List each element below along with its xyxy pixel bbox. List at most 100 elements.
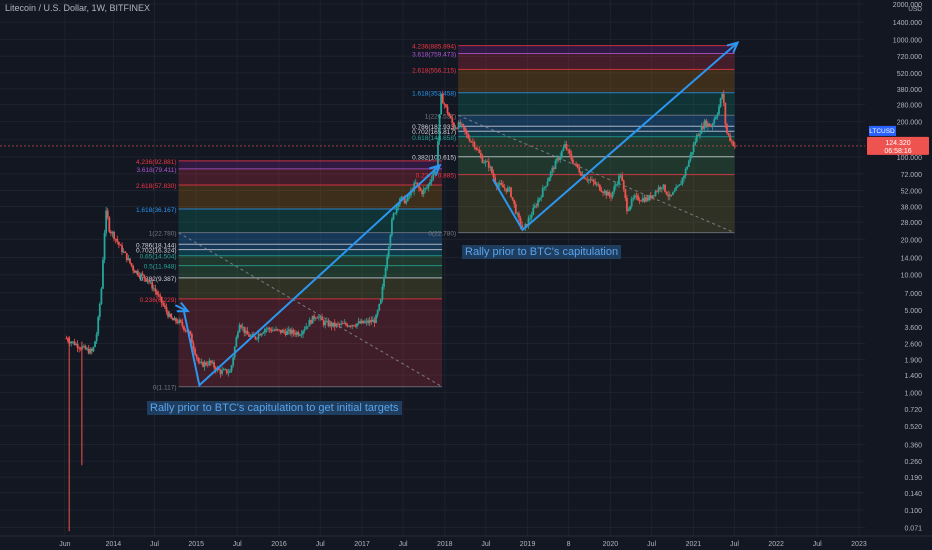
candle-body xyxy=(494,177,497,184)
price-axis-tick: 52.000 xyxy=(901,188,923,195)
fib2-band xyxy=(458,131,735,137)
candle-body xyxy=(248,334,250,337)
candle-body xyxy=(579,172,582,176)
fib1-level-label: 1(22.780) xyxy=(149,231,177,238)
candle-body xyxy=(195,354,198,358)
candle-body xyxy=(595,183,598,185)
candle-body xyxy=(356,323,358,327)
candle-body xyxy=(165,306,168,312)
candle-body xyxy=(445,104,447,107)
candle-body xyxy=(97,316,100,335)
time-axis-tick: Jul xyxy=(233,541,242,548)
candle-body xyxy=(284,331,287,335)
candle-body xyxy=(440,93,443,115)
fib2-band xyxy=(458,45,735,54)
candle-body xyxy=(475,147,477,150)
candle-body xyxy=(373,319,376,324)
candle-body xyxy=(303,329,306,331)
candle-body xyxy=(203,362,206,367)
candle-body xyxy=(618,175,620,185)
candle-body xyxy=(297,332,300,336)
price-axis-tick: 1.000 xyxy=(904,390,922,397)
candle-body xyxy=(157,294,160,296)
candle-body xyxy=(324,321,327,326)
candle-body xyxy=(710,126,712,127)
candle-body xyxy=(554,160,557,170)
candle-body xyxy=(711,123,714,127)
candle-body xyxy=(225,369,228,374)
fib2-level-label: 1.618(352.458) xyxy=(412,91,456,98)
candle-body xyxy=(606,192,609,196)
candle-body xyxy=(513,199,516,205)
candle-body xyxy=(408,195,411,196)
candle-body xyxy=(518,213,520,218)
candle-body xyxy=(452,122,455,129)
candle-body xyxy=(125,253,128,261)
fib1-level-label: 0.702(16.324) xyxy=(136,248,176,255)
candle-body xyxy=(616,184,619,185)
candle-body xyxy=(276,329,279,330)
candle-body xyxy=(626,198,628,212)
candle-body xyxy=(545,185,547,188)
candle-body xyxy=(521,225,524,228)
candle-body xyxy=(184,329,187,331)
candle-body xyxy=(287,329,290,331)
candle-body xyxy=(656,191,658,193)
candle-body xyxy=(622,180,625,190)
candle-body xyxy=(467,134,470,139)
candle-body xyxy=(329,322,331,327)
candle-body xyxy=(291,329,293,334)
candle-body xyxy=(84,345,87,350)
candle-body xyxy=(726,124,728,134)
price-axis-tick: 0.260 xyxy=(904,459,922,466)
rally-arrow-1a-head xyxy=(176,301,190,313)
candle-body xyxy=(244,330,247,333)
candle-body xyxy=(675,187,678,191)
candle-body xyxy=(152,288,155,290)
candle-body xyxy=(673,190,676,193)
candle-body xyxy=(659,187,662,189)
price-axis[interactable] xyxy=(865,0,932,550)
chart-title: Litecoin / U.S. Dollar, 1W, BITFINEX xyxy=(5,3,151,13)
candle-body xyxy=(71,341,74,343)
candle-body xyxy=(643,197,646,202)
fib1-level-label: 0.236(6.229) xyxy=(140,297,177,304)
candle-body xyxy=(200,361,203,363)
candle-body xyxy=(224,369,227,371)
candle-body xyxy=(689,154,692,161)
candle-body xyxy=(194,348,196,355)
candle-body xyxy=(260,333,263,336)
candle-body xyxy=(311,315,314,324)
candle-body xyxy=(572,159,574,164)
candle-body xyxy=(529,217,531,219)
candle-body xyxy=(332,322,335,327)
candle-body xyxy=(111,231,114,234)
candle-body xyxy=(419,188,422,191)
fib1-level-label: 1.618(36.167) xyxy=(136,207,176,214)
candle-body xyxy=(484,161,487,163)
candle-body xyxy=(653,195,655,197)
candle-body xyxy=(211,362,214,364)
price-axis-tick: 38.000 xyxy=(901,204,923,211)
candle-body xyxy=(718,106,720,115)
fib1-band xyxy=(178,232,443,245)
candle-body xyxy=(703,120,706,129)
candle-body xyxy=(368,320,371,323)
candle-body xyxy=(232,357,235,366)
candle-body xyxy=(208,360,211,365)
candle-body xyxy=(170,313,173,319)
time-axis-tick: 2023 xyxy=(851,541,867,548)
candle-body xyxy=(692,144,695,153)
candle-body xyxy=(694,141,697,145)
time-axis-tick: 8 xyxy=(567,541,571,548)
candle-body xyxy=(129,258,131,264)
candle-body xyxy=(376,310,379,315)
price-axis-tick: 200.000 xyxy=(897,120,922,127)
candle-body xyxy=(610,196,612,198)
candle-body xyxy=(557,158,560,160)
last-price-badge xyxy=(867,136,929,155)
fib1-band xyxy=(178,168,443,186)
candle-body xyxy=(214,367,217,371)
candle-body xyxy=(713,119,716,124)
